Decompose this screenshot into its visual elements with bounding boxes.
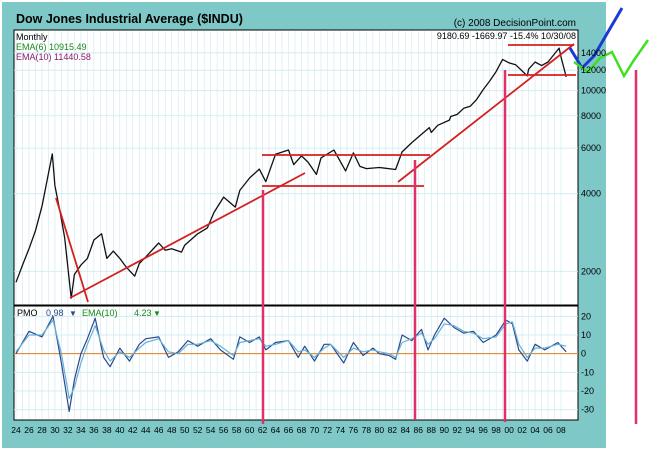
copyright: (c) 2008 DecisionPoint.com [454, 18, 576, 29]
price-tick-label: 10000 [581, 86, 606, 96]
x-tick-label: 94 [465, 425, 475, 435]
pmo-tick-label: 0 [581, 349, 586, 359]
x-tick-label: 60 [245, 425, 255, 435]
ema6-label: EMA(6) 10915.49 [16, 42, 87, 52]
x-tick-label: 74 [336, 425, 346, 435]
pmo-line [15, 315, 567, 413]
x-tick-label: 88 [427, 425, 437, 435]
x-tick-label: 62 [258, 425, 268, 435]
x-tick-label: 82 [388, 425, 398, 435]
annotations [55, 7, 650, 424]
x-tick-label: 34 [76, 425, 86, 435]
x-tick-label: 84 [401, 425, 411, 435]
x-tick-label: 48 [167, 425, 177, 435]
trendline-breakout [397, 43, 575, 183]
x-tick-label: 68 [297, 425, 307, 435]
x-tick-label: 08 [556, 425, 566, 435]
price-tick-label: 12000 [581, 65, 606, 75]
x-tick-label: 00 [504, 425, 514, 435]
x-tick-label: 72 [323, 425, 333, 435]
x-tick-label: 32 [63, 425, 73, 435]
x-tick-label: 36 [89, 425, 99, 435]
x-tick-label: 42 [128, 425, 138, 435]
pmo-tick-label: -10 [581, 367, 594, 377]
price-panel [13, 29, 579, 306]
x-tick-label: 40 [115, 425, 125, 435]
x-tick-label: 90 [439, 425, 449, 435]
pmo-arrow-icon: ▼ [69, 309, 77, 318]
period-label: Monthly [16, 32, 48, 42]
x-tick-label: 28 [37, 425, 47, 435]
price-readout: 9180.69 -1669.97 -15.4% 10/30/08 [437, 31, 576, 41]
pmo-ema-label: EMA(10) [82, 308, 118, 318]
x-tick-label: 54 [206, 425, 216, 435]
x-tick-label: 92 [452, 425, 462, 435]
x-tick-label: 50 [180, 425, 190, 435]
x-tick-label: 30 [50, 425, 60, 435]
x-tick-label: 26 [24, 425, 34, 435]
x-tick-label: 64 [271, 425, 281, 435]
grid [14, 31, 578, 419]
x-tick-label: 04 [530, 425, 540, 435]
x-tick-label: 66 [284, 425, 294, 435]
projection-blue [568, 7, 624, 71]
price-series [15, 47, 567, 299]
pmo-label: PMO [17, 308, 38, 318]
x-tick-label: 76 [349, 425, 359, 435]
pmo-panel [13, 305, 579, 421]
x-tick-label: 58 [232, 425, 242, 435]
trendline-long-up [69, 172, 306, 299]
pmo-ema-value: 4.23 [134, 308, 152, 318]
price-tick-label: 8000 [581, 111, 601, 121]
price-tick-label: 14000 [581, 48, 606, 58]
x-tick-label: 02 [517, 425, 527, 435]
chart-title: Dow Jones Industrial Average ($INDU) [16, 12, 243, 26]
price-tick-label: 2000 [581, 267, 601, 277]
trendline-crash-down [55, 197, 89, 303]
pmo-tick-label: -20 [581, 386, 594, 396]
x-tick-label: 06 [543, 425, 553, 435]
x-tick-label: 56 [219, 425, 229, 435]
x-tick-label: 38 [102, 425, 112, 435]
pmo-series [15, 315, 567, 413]
x-tick-label: 24 [11, 425, 21, 435]
pmo-tick-label: 10 [581, 330, 591, 340]
x-tick-label: 44 [141, 425, 151, 435]
x-tick-label: 80 [375, 425, 385, 435]
pmo-ema-arrow-icon: ▼ [153, 309, 161, 318]
x-tick-label: 98 [491, 425, 501, 435]
x-tick-label: 70 [310, 425, 320, 435]
projection-green [573, 39, 650, 79]
pmo-tick-label: -30 [581, 405, 594, 415]
axes: 200040006000800010000120001400020100-10-… [11, 48, 606, 435]
pmo-value: 0.98 [46, 308, 64, 318]
price-line [15, 47, 567, 299]
pmo-tick-label: 20 [581, 311, 591, 321]
x-tick-label: 78 [362, 425, 372, 435]
x-tick-label: 96 [478, 425, 488, 435]
price-tick-label: 6000 [581, 143, 601, 153]
x-tick-label: 52 [193, 425, 203, 435]
x-tick-label: 86 [414, 425, 424, 435]
x-tick-label: 46 [154, 425, 164, 435]
price-tick-label: 4000 [581, 189, 601, 199]
ema10-label: EMA(10) 11440.58 [16, 52, 91, 62]
pmo-signal-line [15, 319, 567, 400]
